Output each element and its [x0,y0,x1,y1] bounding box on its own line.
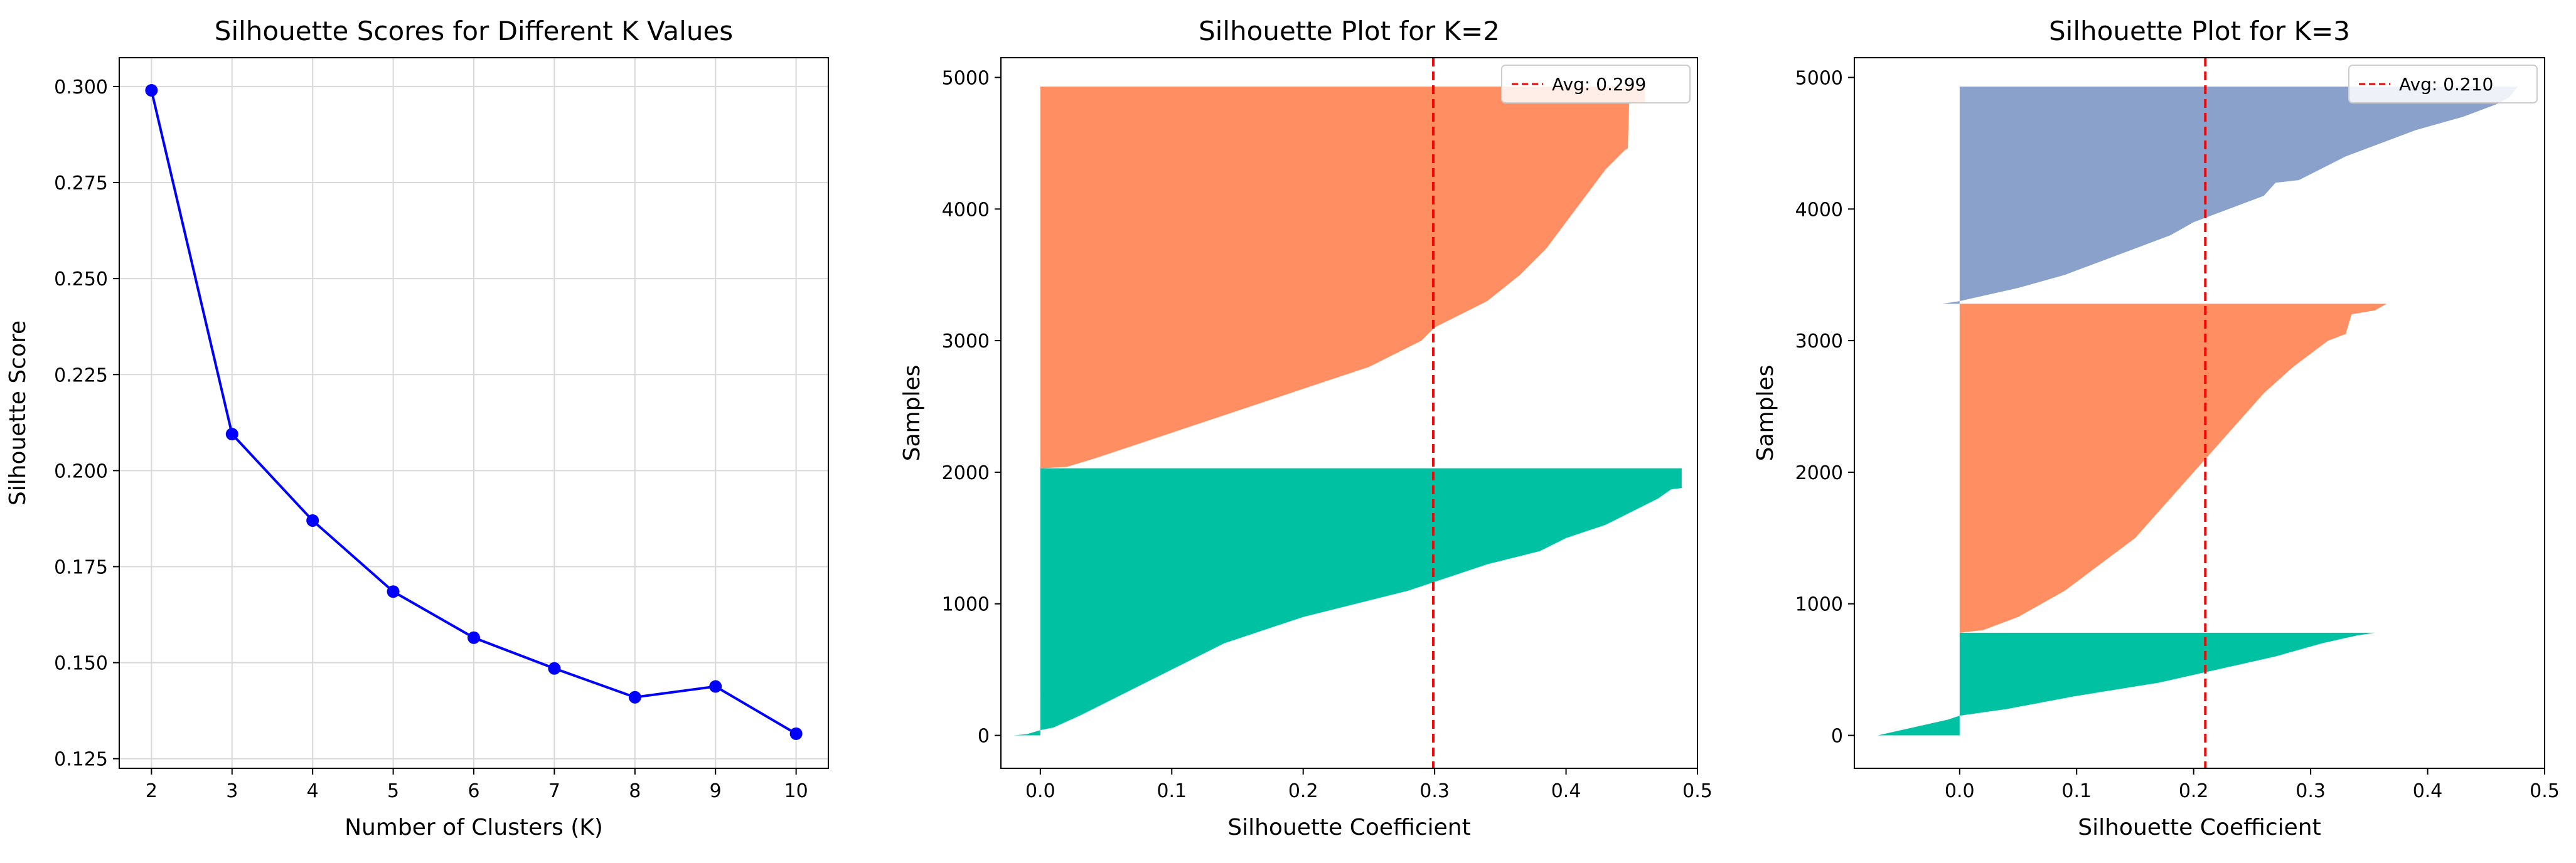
chart-title: Silhouette Scores for Different K Values [215,16,733,46]
x-tick-label: 0.1 [1157,780,1187,802]
silhouette-plot-k3: 0.0 0.1 0.2 0.3 0.4 0.5010002000300040005000 … [1753,16,2560,840]
y-tick-label: 0.250 [54,268,108,290]
y-tick-label: 3000 [1795,331,1843,352]
y-tick-label: 0.200 [54,460,108,482]
x-tick-label: 0.0 [1945,780,1975,802]
x-tick-label: 5 [387,780,399,802]
x-tick-label: 3 [226,780,238,802]
legend: Avg: 0.299 [1501,65,1691,103]
x-tick-label: 0.4 [1551,780,1581,802]
y-tick-label: 0.125 [54,749,108,771]
y-tick-label: 5000 [942,67,990,89]
y-tick-label: 0.300 [54,77,108,98]
chart-title: Silhouette Plot for K=3 [2049,16,2350,46]
x-tick-label: 0.2 [1288,780,1318,802]
x-tick-label: 0.5 [2530,780,2560,802]
y-axis-label: Samples [1753,365,1778,462]
cluster-1-silhouette [1040,87,1645,469]
y-tick-label: 0.175 [54,556,108,578]
plot-frame [1000,57,1698,769]
legend-avg-label: Avg: 0.299 [1552,74,1646,95]
data-point [548,662,561,675]
data-point [387,585,400,598]
y-tick-label: 1000 [942,594,990,616]
x-tick-label: 0.2 [2179,780,2209,802]
cluster-2-silhouette [1942,87,2518,304]
y-tick-label: 2000 [942,462,990,484]
cluster-0-silhouette [1878,632,2375,736]
y-tick-label: 0.275 [54,172,108,194]
x-tick-label: 8 [629,780,641,802]
x-tick-label: 9 [710,780,722,802]
legend: Avg: 0.210 [2348,65,2538,103]
x-tick-label: 6 [468,780,479,802]
x-tick-label: 0.3 [1419,780,1450,802]
data-point [628,691,641,704]
y-tick-label: 3000 [942,331,990,352]
x-axis-label: Number of Clusters (K) [345,815,603,840]
data-point [709,680,722,693]
x-tick-label: 0.1 [2061,780,2092,802]
y-tick-label: 1000 [1795,594,1843,616]
x-axis-label: Silhouette Coefficient [2078,815,2321,840]
y-tick-label: 2000 [1795,462,1843,484]
x-tick-label: 0.3 [2295,780,2326,802]
y-tick-label: 0.150 [54,653,108,675]
x-tick-label: 7 [548,780,560,802]
data-point [225,428,238,441]
y-tick-label: 0 [978,726,990,748]
y-tick-label: 0.225 [54,364,108,386]
x-tick-label: 0.5 [1682,780,1713,802]
data-point [468,631,480,644]
x-tick-label: 0.4 [2413,780,2443,802]
x-tick-label: 10 [784,780,808,802]
legend-avg-label: Avg: 0.210 [2399,74,2493,95]
x-tick-label: 4 [307,780,319,802]
data-point [145,84,158,97]
plot-frame [1854,57,2545,769]
data-point [789,727,803,740]
silhouette-score-line-chart: 2 3 4 5 6 7 8 9 10 0.125 0.150 0.175 0.200 0.225 0.250… [5,16,829,840]
x-axis-label: Silhouette Coefficient [1227,815,1470,840]
cluster-1-silhouette [1959,304,2387,633]
x-tick-label: 0.0 [1025,780,1056,802]
legend-box [1501,65,1691,103]
y-axis-label: Samples [899,365,925,462]
cluster-0-silhouette [1013,468,1682,736]
x-tick-label: 2 [146,780,158,802]
y-tick-label: 5000 [1795,67,1843,89]
chart-title: Silhouette Plot for K=2 [1199,16,1500,46]
y-tick-label: 4000 [1795,199,1843,221]
data-point [306,514,319,527]
y-axis-label: Silhouette Score [5,320,31,506]
silhouette-plot-k2: 0.0 0.1 0.2 0.3 0.4 0.5010002000300040005000 … [899,16,1713,840]
y-tick-label: 4000 [942,199,990,221]
legend-box [2348,65,2538,103]
y-tick-label: 0 [1831,726,1843,748]
